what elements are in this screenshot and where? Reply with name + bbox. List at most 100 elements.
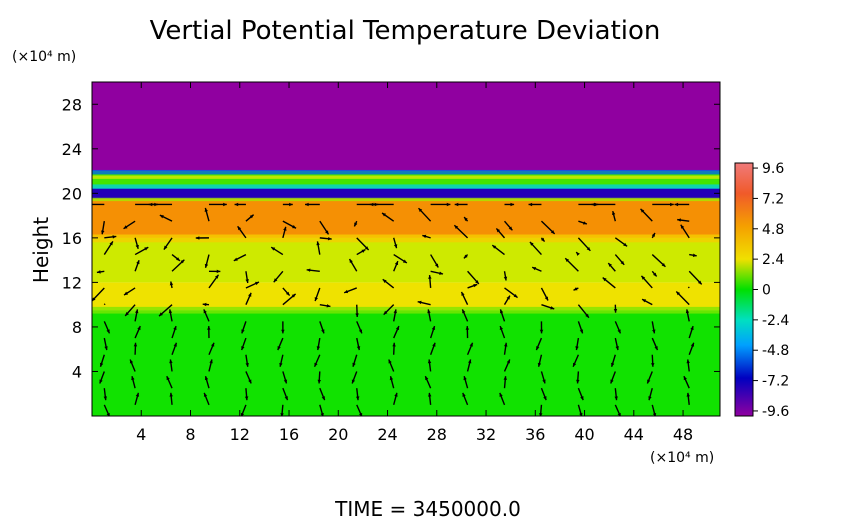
wind-vector-head <box>653 272 657 277</box>
wind-vector-head <box>358 329 363 334</box>
y-tick-label: 24 <box>62 140 82 159</box>
wind-vector-head <box>326 304 331 308</box>
wind-vector-head <box>394 392 398 397</box>
wind-vector-head <box>168 309 173 314</box>
wind-vector-head <box>355 313 359 318</box>
wind-vector-head <box>468 359 472 364</box>
wind-vector-head <box>277 346 281 351</box>
wind-vector-head <box>690 342 695 347</box>
wind-vector-head <box>492 245 497 249</box>
wind-vector-head <box>513 293 518 298</box>
wind-vector-head <box>647 379 651 384</box>
wind-vector-head <box>173 326 177 331</box>
wind-vector-head <box>510 202 515 207</box>
wind-vector-head <box>223 202 227 207</box>
field-band <box>92 82 720 172</box>
wind-vector-head <box>427 392 432 397</box>
wind-vector-head <box>166 376 170 381</box>
wind-vector-head <box>280 413 284 416</box>
x-tick-label: 44 <box>624 425 644 444</box>
wind-vector-head <box>572 362 577 367</box>
x-tick-label: 36 <box>525 425 545 444</box>
wind-vector-head <box>614 396 618 401</box>
field-band <box>92 187 720 199</box>
wind-vector-head <box>503 276 508 281</box>
wind-vector-head <box>88 203 92 206</box>
wind-vector-head <box>463 254 468 259</box>
x-tick-label: 8 <box>185 425 195 444</box>
wind-vector-head <box>271 247 276 251</box>
wind-vector-head <box>104 346 108 351</box>
colorbar-ticks: 9.6 7.2 4.8 2.4 0 -2.4 -4.8 -7.2 -9.6 <box>753 161 789 420</box>
wind-vector-field <box>88 202 703 416</box>
wind-vector-head <box>320 412 324 416</box>
x-tick-label: 32 <box>476 425 496 444</box>
wind-vector-head <box>349 259 353 263</box>
field-band <box>92 282 720 311</box>
wind-vector-head <box>446 202 451 207</box>
wind-vector-head <box>611 211 616 216</box>
wind-vector-head <box>321 329 325 334</box>
wind-vector-head <box>237 226 242 231</box>
wind-vector-head <box>106 329 110 334</box>
wind-vector-head <box>289 202 293 207</box>
wind-vector-head <box>388 359 392 364</box>
field-band <box>92 234 720 243</box>
wind-vector-head <box>652 412 657 416</box>
field-band <box>92 198 720 238</box>
x-axis: 4 8 12 16 20 24 28 32 36 40 44 48 <box>136 82 693 444</box>
wind-vector-head <box>661 263 666 267</box>
y-tick-label: 12 <box>62 273 82 292</box>
wind-vector-head <box>169 359 173 364</box>
wind-vector-head <box>692 253 697 257</box>
wind-vector-head <box>461 291 465 296</box>
wind-vector-head <box>216 269 221 274</box>
wind-vector-head <box>648 396 652 401</box>
wind-vector-head <box>305 202 309 207</box>
wind-vector-head <box>124 291 128 296</box>
wind-vector-head <box>136 260 140 265</box>
wind-vector-head <box>109 241 113 246</box>
wind-vector-head <box>475 280 479 284</box>
wind-vector-head <box>392 342 396 347</box>
wind-vector-head <box>383 310 388 315</box>
wind-vector-head <box>306 268 311 272</box>
x-unit-label: (×10⁴ m) <box>650 450 714 466</box>
wind-vector-head <box>537 362 542 367</box>
x-tick-label: 48 <box>673 425 693 444</box>
wind-vector-head <box>617 329 621 334</box>
wind-vector-head <box>454 202 459 207</box>
wind-vector-head <box>101 230 105 235</box>
wind-vector-head <box>96 270 101 274</box>
wind-vector-head <box>418 208 423 212</box>
wind-vector-head <box>506 295 510 300</box>
colorbar-tick-label: -9.6 <box>762 404 789 420</box>
wind-vector-head <box>680 224 685 229</box>
wind-vector-head <box>112 235 117 239</box>
colorbar-tick-label: -2.4 <box>762 313 789 329</box>
wind-vector-head <box>544 296 549 301</box>
wind-vector-head <box>207 326 211 330</box>
wind-vector-head <box>676 291 681 296</box>
wind-vector-head <box>129 359 134 364</box>
wind-vector-head <box>240 412 245 416</box>
wind-vector-head <box>575 346 579 351</box>
temperature-field <box>92 82 720 416</box>
wind-vector-head <box>351 379 356 384</box>
wind-vector-head <box>314 297 318 302</box>
wind-vector-head <box>503 376 507 380</box>
wind-vector-head <box>580 396 584 401</box>
wind-vector-head <box>125 312 129 316</box>
wind-vector <box>687 286 690 289</box>
wind-vector-head <box>683 376 687 381</box>
wind-vector-head <box>617 412 621 416</box>
wind-vector-head <box>651 232 655 237</box>
wind-vector-head <box>615 346 619 351</box>
wind-vector-head <box>364 246 369 251</box>
wind-vector-head <box>279 362 283 367</box>
time-footer: TIME = 3450000.0 <box>334 497 521 519</box>
wind-vector-head <box>369 202 374 207</box>
wind-vector-head <box>92 297 96 302</box>
